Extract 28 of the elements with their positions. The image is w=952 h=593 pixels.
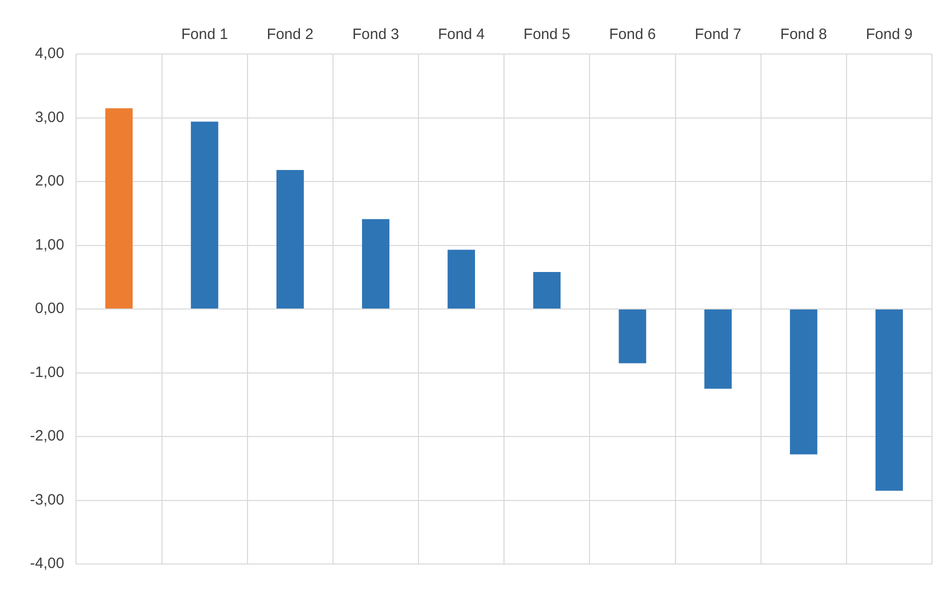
x-tick-label: Fond 4 — [438, 26, 485, 44]
y-tick-label: 1,00 — [34, 236, 64, 254]
x-tick-label: Fond 1 — [181, 26, 228, 44]
bar — [533, 272, 561, 308]
x-tick-label: Fond 7 — [694, 26, 742, 44]
x-tick-label: Fond 3 — [352, 26, 400, 44]
x-tick-label: Fond 2 — [266, 26, 314, 44]
y-tick-label: -1,00 — [30, 364, 64, 381]
bar — [362, 219, 390, 308]
x-tick-label: Fond 8 — [780, 26, 827, 44]
y-tick-label: 4,00 — [34, 45, 64, 62]
bar — [276, 170, 304, 308]
bar — [190, 122, 218, 308]
y-tick-label: -3,00 — [30, 491, 64, 508]
x-tick-label: Fond 6 — [609, 26, 656, 44]
y-tick-label: -4,00 — [30, 555, 64, 572]
bar — [704, 310, 732, 389]
bar — [618, 310, 646, 364]
bar — [105, 108, 133, 308]
x-tick-label: Fond 5 — [524, 26, 570, 44]
y-tick-label: -2,00 — [30, 428, 64, 445]
y-tick-label: 0,00 — [34, 300, 64, 318]
y-tick-label: 3,00 — [34, 108, 64, 126]
bar — [790, 310, 818, 454]
bar — [876, 310, 903, 491]
y-tick-label: 2,00 — [34, 172, 64, 190]
x-tick-label: Fond 9 — [866, 26, 913, 44]
bar — [448, 250, 475, 308]
